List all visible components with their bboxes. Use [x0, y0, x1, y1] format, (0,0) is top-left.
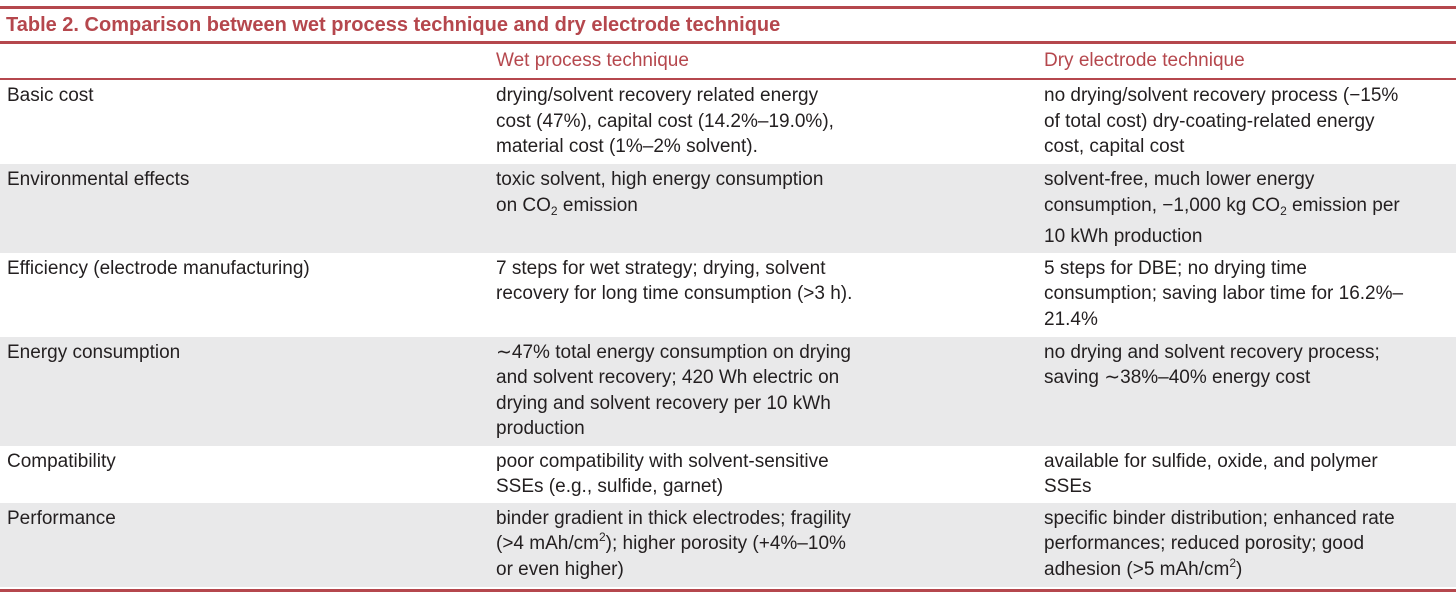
dry-electrode-cell: available for sulfide, oxide, and polyme…	[1044, 450, 1378, 498]
dry-electrode-cell: no drying and solvent recovery process; s…	[1039, 336, 1456, 446]
wet-process-cell: 7 steps for wet strategy; drying, solven…	[496, 257, 853, 305]
dry-electrode-cell: no drying/solvent recovery process (−15%…	[1044, 85, 1399, 157]
row-label: Environmental effects	[0, 164, 489, 253]
header-wet-process: Wet process technique	[489, 44, 1039, 80]
table-row: Performance binder gradient in thick elec…	[0, 502, 1456, 587]
wet-process-cell: drying/solvent recovery related energy co…	[496, 85, 834, 157]
table-row: Environmental effects toxic solvent, high…	[0, 164, 1456, 253]
top-rule	[0, 6, 1456, 9]
table-title: Table 2. Comparison between wet process …	[6, 14, 781, 36]
header-row: Wet process technique Dry electrode tech…	[0, 44, 1456, 80]
row-label: Performance	[0, 502, 489, 587]
table-row: Compatibility poor compatibility with sol…	[0, 446, 1456, 503]
data-table: Wet process technique Dry electrode tech…	[0, 44, 1456, 587]
title-rule	[0, 41, 1456, 44]
dry-electrode-cell: 5 steps for DBE; no drying time consumpti…	[1044, 257, 1404, 330]
wet-process-cell: binder gradient in thick electrodes; fra…	[489, 502, 1039, 587]
header-dry-electrode: Dry electrode technique	[1039, 44, 1456, 80]
header-blank	[0, 44, 489, 80]
row-label: Efficiency (electrode manufacturing)	[7, 257, 310, 279]
row-label: Energy consumption	[0, 336, 489, 446]
row-label: Compatibility	[7, 450, 116, 472]
comparison-table: Table 2. Comparison between wet process …	[0, 6, 1456, 592]
dry-electrode-cell: solvent-free, much lower energy consumpti…	[1039, 164, 1456, 253]
row-label: Basic cost	[7, 85, 94, 106]
wet-process-cell: poor compatibility with solvent-sensitiv…	[496, 450, 829, 498]
table-row: Energy consumption ∼47% total energy cons…	[0, 336, 1456, 446]
dry-electrode-cell: specific binder distribution; enhanced r…	[1039, 502, 1456, 587]
bottom-rule	[0, 588, 1456, 592]
table-body: Basic cost drying/solvent recovery relate…	[0, 79, 1456, 587]
wet-process-cell: ∼47% total energy consumption on drying a…	[489, 336, 1039, 446]
table-row: Efficiency (electrode manufacturing) 7 st…	[0, 253, 1456, 337]
table-row: Basic cost drying/solvent recovery relate…	[0, 79, 1456, 164]
wet-process-cell: toxic solvent, high energy consumption on…	[489, 164, 1039, 253]
